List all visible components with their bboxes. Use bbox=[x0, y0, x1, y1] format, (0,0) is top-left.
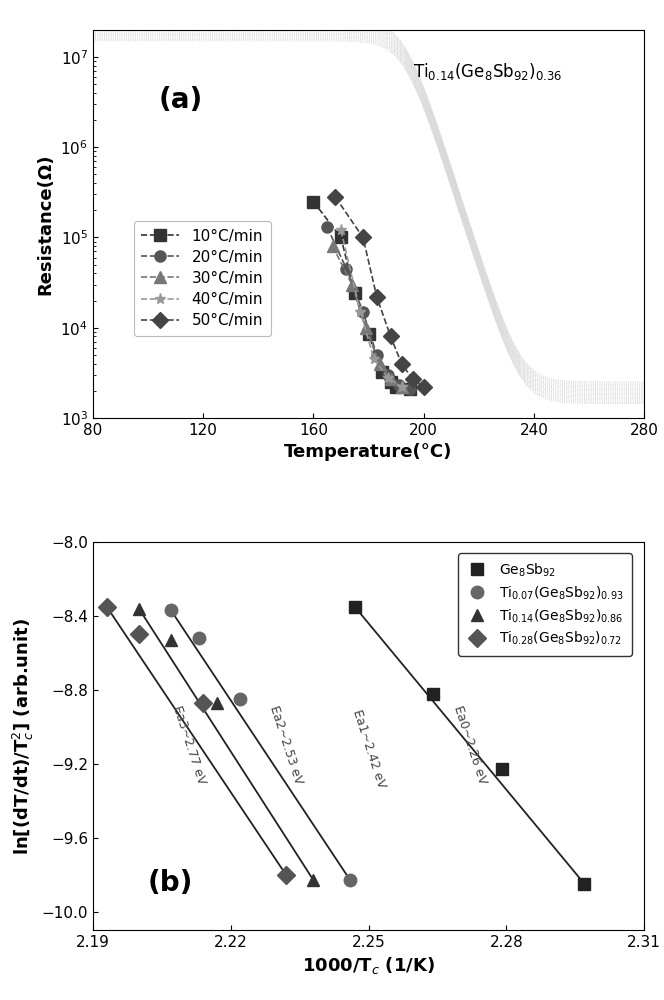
X-axis label: 1000/T$_c$ (1/K): 1000/T$_c$ (1/K) bbox=[302, 955, 435, 976]
30°C/min bbox=[348, 279, 356, 291]
50°C/min bbox=[398, 358, 406, 370]
50°C/min bbox=[373, 291, 380, 303]
40°C/min bbox=[398, 381, 406, 393]
Line: 50°C/min: 50°C/min bbox=[330, 192, 429, 393]
10°C/min bbox=[309, 196, 317, 208]
10°C/min bbox=[392, 381, 400, 393]
Ti$_{0.07}$(Ge$_8$Sb$_{92}$)$_{0.93}$ bbox=[195, 632, 203, 644]
Ti$_{0.28}$(Ge$_8$Sb$_{92}$)$_{0.72}$ bbox=[135, 628, 143, 640]
Legend: 10°C/min, 20°C/min, 30°C/min, 40°C/min, 50°C/min: 10°C/min, 20°C/min, 30°C/min, 40°C/min, … bbox=[133, 221, 271, 336]
40°C/min bbox=[357, 306, 365, 318]
20°C/min bbox=[373, 349, 380, 361]
20°C/min bbox=[395, 379, 403, 391]
40°C/min bbox=[384, 372, 392, 384]
Text: Ti$_{0.14}$(Ge$_8$Sb$_{92}$)$_{0.36}$: Ti$_{0.14}$(Ge$_8$Sb$_{92}$)$_{0.36}$ bbox=[412, 61, 562, 82]
Text: Ea0~2.26 eV: Ea0~2.26 eV bbox=[451, 704, 489, 786]
50°C/min bbox=[386, 330, 394, 342]
40°C/min bbox=[337, 224, 345, 236]
10°C/min bbox=[386, 376, 394, 388]
Ti$_{0.28}$(Ge$_8$Sb$_{92}$)$_{0.72}$ bbox=[199, 697, 207, 709]
30°C/min bbox=[398, 381, 406, 393]
Ti$_{0.07}$(Ge$_8$Sb$_{92}$)$_{0.93}$ bbox=[167, 604, 175, 616]
Ti$_{0.14}$(Ge$_8$Sb$_{92}$)$_{0.86}$ bbox=[213, 697, 221, 709]
20°C/min bbox=[406, 383, 414, 395]
20°C/min bbox=[384, 369, 392, 381]
30°C/min bbox=[362, 322, 370, 334]
Ti$_{0.28}$(Ge$_8$Sb$_{92}$)$_{0.72}$ bbox=[282, 869, 290, 881]
Ge$_8$Sb$_{92}$ bbox=[351, 601, 359, 613]
Line: Ti$_{0.28}$(Ge$_8$Sb$_{92}$)$_{0.72}$: Ti$_{0.28}$(Ge$_8$Sb$_{92}$)$_{0.72}$ bbox=[100, 600, 292, 881]
Line: Ti$_{0.07}$(Ge$_8$Sb$_{92}$)$_{0.93}$: Ti$_{0.07}$(Ge$_8$Sb$_{92}$)$_{0.93}$ bbox=[165, 604, 357, 886]
Y-axis label: ln[(dT/dt)/T$_c^2$] (arb.unit): ln[(dT/dt)/T$_c^2$] (arb.unit) bbox=[11, 618, 36, 855]
Text: Ea3~2.77 eV: Ea3~2.77 eV bbox=[171, 704, 208, 786]
Legend: Ge$_8$Sb$_{92}$, Ti$_{0.07}$(Ge$_8$Sb$_{92}$)$_{0.93}$, Ti$_{0.14}$(Ge$_8$Sb$_{9: Ge$_8$Sb$_{92}$, Ti$_{0.07}$(Ge$_8$Sb$_{… bbox=[458, 553, 631, 656]
Ti$_{0.14}$(Ge$_8$Sb$_{92}$)$_{0.86}$ bbox=[167, 634, 175, 646]
Ge$_8$Sb$_{92}$ bbox=[498, 763, 506, 775]
20°C/min bbox=[359, 306, 367, 318]
10°C/min bbox=[378, 366, 386, 378]
30°C/min bbox=[386, 373, 394, 385]
Ge$_8$Sb$_{92}$ bbox=[429, 688, 437, 700]
10°C/min bbox=[365, 328, 373, 340]
10°C/min bbox=[337, 231, 345, 243]
Y-axis label: Resistance(Ω): Resistance(Ω) bbox=[37, 153, 55, 295]
50°C/min bbox=[408, 373, 416, 385]
10°C/min bbox=[406, 383, 414, 395]
50°C/min bbox=[331, 191, 339, 203]
50°C/min bbox=[359, 231, 367, 243]
Text: Ea2~2.53 eV: Ea2~2.53 eV bbox=[267, 704, 305, 786]
Line: Ge$_8$Sb$_{92}$: Ge$_8$Sb$_{92}$ bbox=[349, 600, 590, 890]
30°C/min bbox=[329, 240, 337, 252]
Ti$_{0.14}$(Ge$_8$Sb$_{92}$)$_{0.86}$ bbox=[135, 603, 143, 615]
40°C/min bbox=[370, 353, 378, 365]
Ge$_8$Sb$_{92}$ bbox=[580, 878, 588, 890]
20°C/min bbox=[343, 263, 351, 275]
X-axis label: Temperature(°C): Temperature(°C) bbox=[284, 443, 453, 461]
Line: 10°C/min: 10°C/min bbox=[308, 196, 416, 394]
50°C/min bbox=[420, 381, 428, 393]
Text: (a): (a) bbox=[159, 86, 203, 114]
Ti$_{0.14}$(Ge$_8$Sb$_{92}$)$_{0.86}$ bbox=[309, 874, 317, 886]
Line: 30°C/min: 30°C/min bbox=[327, 241, 407, 393]
Text: (b): (b) bbox=[148, 869, 193, 897]
Line: 40°C/min: 40°C/min bbox=[335, 225, 407, 393]
Line: 20°C/min: 20°C/min bbox=[321, 222, 416, 394]
Text: Ea1~2.42 eV: Ea1~2.42 eV bbox=[350, 708, 387, 790]
Ti$_{0.07}$(Ge$_8$Sb$_{92}$)$_{0.93}$ bbox=[236, 693, 244, 705]
Line: Ti$_{0.14}$(Ge$_8$Sb$_{92}$)$_{0.86}$: Ti$_{0.14}$(Ge$_8$Sb$_{92}$)$_{0.86}$ bbox=[133, 602, 319, 886]
10°C/min bbox=[351, 287, 359, 299]
Ti$_{0.28}$(Ge$_8$Sb$_{92}$)$_{0.72}$ bbox=[103, 601, 111, 613]
Ti$_{0.07}$(Ge$_8$Sb$_{92}$)$_{0.93}$ bbox=[346, 874, 354, 886]
30°C/min bbox=[376, 358, 384, 370]
20°C/min bbox=[323, 221, 331, 233]
